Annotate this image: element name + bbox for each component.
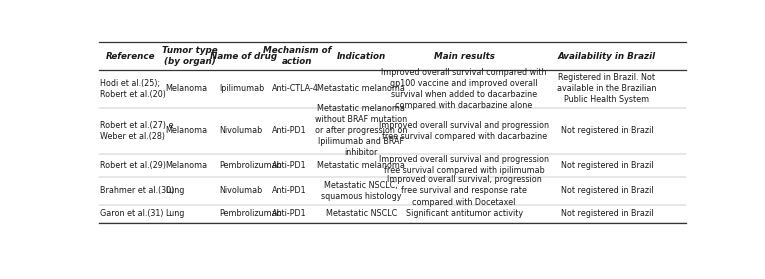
- Text: Not registered in Brazil: Not registered in Brazil: [561, 161, 653, 170]
- Text: Melanoma: Melanoma: [165, 161, 208, 170]
- Text: Metastatic melanoma
without BRAF mutation
or after progression on
Ipilimumab and: Metastatic melanoma without BRAF mutatio…: [315, 104, 408, 157]
- Text: Mechanism of
action: Mechanism of action: [263, 46, 332, 66]
- Text: Brahmer et al.(30): Brahmer et al.(30): [100, 186, 174, 196]
- Text: Significant antitumor activity: Significant antitumor activity: [405, 209, 522, 218]
- Text: Not registered in Brazil: Not registered in Brazil: [561, 126, 653, 135]
- Text: Reference: Reference: [106, 52, 155, 61]
- Text: Main results: Main results: [434, 52, 495, 61]
- Text: Improved overall survival compared with
gp100 vaccine and improved overall
survi: Improved overall survival compared with …: [381, 68, 547, 110]
- Text: Anti-PD1: Anti-PD1: [272, 186, 307, 196]
- Text: Indication: Indication: [337, 52, 386, 61]
- Text: Garon et al.(31): Garon et al.(31): [100, 209, 164, 218]
- Text: Improved overall survival and progression
free survival compared with dacarbazin: Improved overall survival and progressio…: [379, 121, 549, 141]
- Text: Hodi et al.(25);
Robert et al.(20): Hodi et al.(25); Robert et al.(20): [100, 79, 166, 99]
- Text: Ipilimumab: Ipilimumab: [219, 84, 264, 93]
- Text: Tumor type
(by organ): Tumor type (by organ): [162, 46, 218, 66]
- Text: Nivolumab: Nivolumab: [219, 186, 262, 196]
- Text: Anti-CTLA-4: Anti-CTLA-4: [272, 84, 319, 93]
- Text: Not registered in Brazil: Not registered in Brazil: [561, 186, 653, 196]
- Text: Pembrolizumab: Pembrolizumab: [219, 209, 282, 218]
- Text: Melanoma: Melanoma: [165, 126, 208, 135]
- Text: Anti-PD1: Anti-PD1: [272, 126, 307, 135]
- Text: Availability in Brazil: Availability in Brazil: [558, 52, 656, 61]
- Text: Anti-PD1: Anti-PD1: [272, 209, 307, 218]
- Text: Pembrolizumab: Pembrolizumab: [219, 161, 282, 170]
- Text: Robert et al.(29): Robert et al.(29): [100, 161, 166, 170]
- Text: Improved overall survival, progression
free survival and response rate
compared : Improved overall survival, progression f…: [387, 175, 542, 206]
- Text: Robert et al.(27) e
Weber et al.(28): Robert et al.(27) e Weber et al.(28): [100, 121, 174, 141]
- Text: Name of drug: Name of drug: [210, 52, 277, 61]
- Text: Not registered in Brazil: Not registered in Brazil: [561, 209, 653, 218]
- Text: Metastatic NSCLC,
squamous histology: Metastatic NSCLC, squamous histology: [321, 181, 402, 201]
- Text: Registered in Brazil. Not
available in the Brazilian
Public Health System: Registered in Brazil. Not available in t…: [557, 73, 656, 104]
- Text: Metastatic melanoma: Metastatic melanoma: [317, 161, 405, 170]
- Text: Lung: Lung: [165, 186, 185, 196]
- Text: Anti-PD1: Anti-PD1: [272, 161, 307, 170]
- Text: Metastatic melanoma: Metastatic melanoma: [317, 84, 405, 93]
- Text: Nivolumab: Nivolumab: [219, 126, 262, 135]
- Text: Metastatic NSCLC: Metastatic NSCLC: [326, 209, 397, 218]
- Text: Melanoma: Melanoma: [165, 84, 208, 93]
- Text: Lung: Lung: [165, 209, 185, 218]
- Text: Improved overall survival and progression
free survival compared with ipilimumab: Improved overall survival and progressio…: [379, 155, 549, 175]
